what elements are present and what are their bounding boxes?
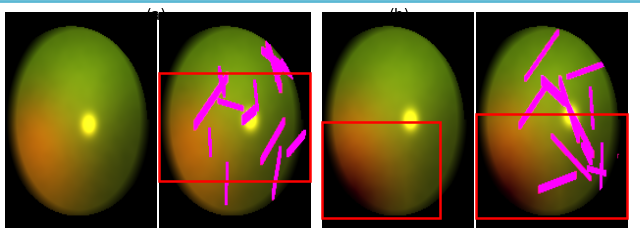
Text: (a): (a)	[146, 8, 168, 23]
Bar	[322, 122, 440, 218]
Text: (b): (b)	[389, 8, 411, 23]
Bar	[476, 114, 627, 218]
Bar	[159, 73, 310, 181]
